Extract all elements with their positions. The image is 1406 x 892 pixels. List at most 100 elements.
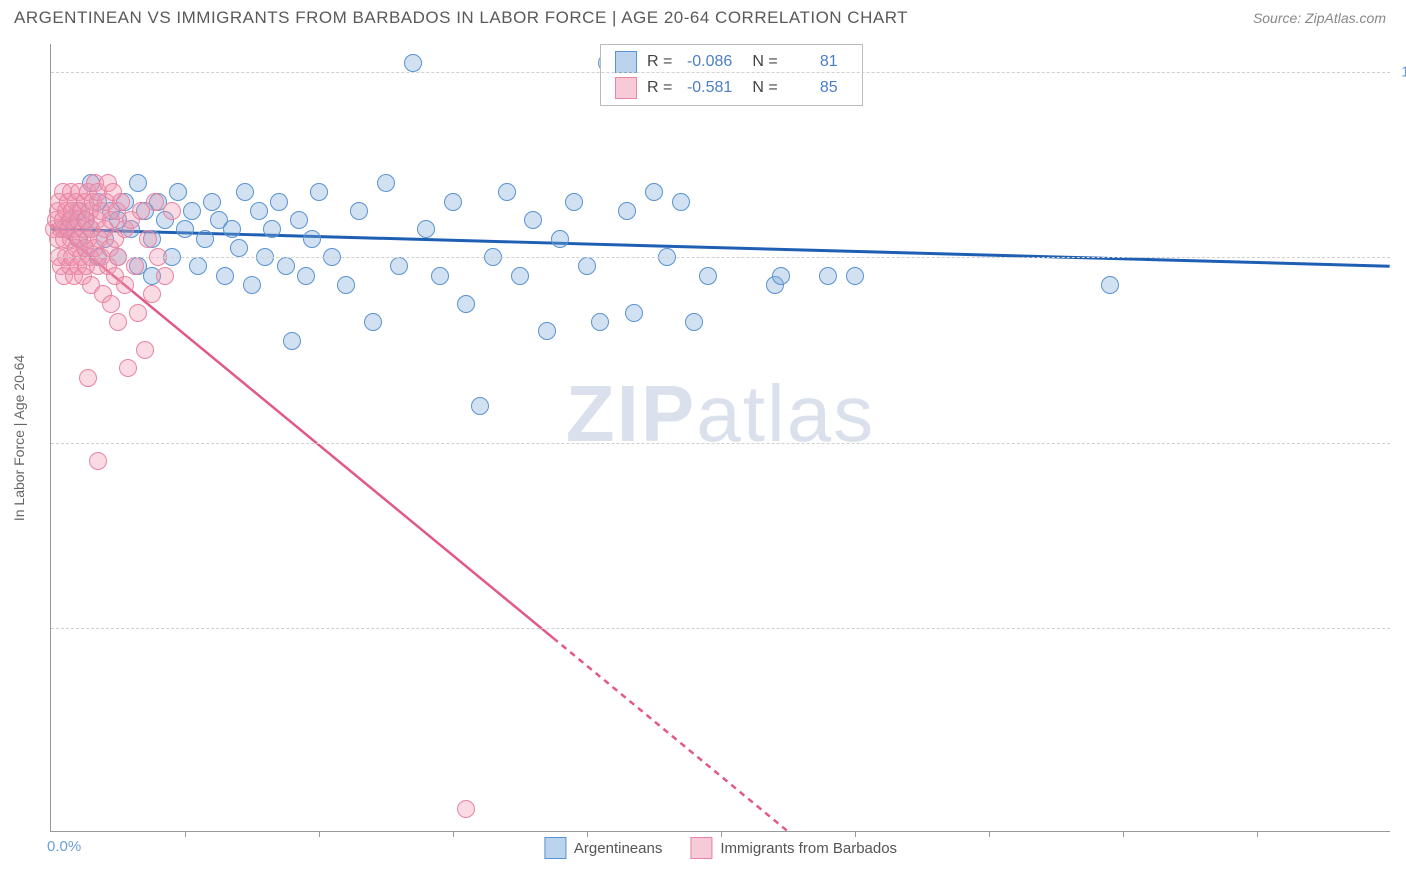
legend: Argentineans Immigrants from Barbados: [544, 837, 897, 859]
scatter-point: [524, 211, 542, 229]
scatter-point: [457, 800, 475, 818]
scatter-point: [404, 54, 422, 72]
scatter-point: [290, 211, 308, 229]
scatter-point: [129, 174, 147, 192]
scatter-point: [498, 183, 516, 201]
x-tick: [1257, 831, 1258, 837]
scatter-point: [303, 230, 321, 248]
scatter-point: [136, 341, 154, 359]
scatter-point: [457, 295, 475, 313]
correlation-stats-box: R = -0.086 N = 81 R = -0.581 N = 85: [600, 44, 863, 106]
legend-item-argentineans: Argentineans: [544, 837, 662, 859]
scatter-point: [223, 220, 241, 238]
chart-title: ARGENTINEAN VS IMMIGRANTS FROM BARBADOS …: [14, 8, 908, 28]
x-tick: [185, 831, 186, 837]
scatter-point: [109, 313, 127, 331]
y-axis-label: In Labor Force | Age 20-64: [11, 354, 27, 520]
scatter-point: [143, 285, 161, 303]
scatter-point: [310, 183, 328, 201]
scatter-point: [444, 193, 462, 211]
scatter-point: [350, 202, 368, 220]
scatter-point: [699, 267, 717, 285]
source-label: Source: ZipAtlas.com: [1253, 10, 1386, 26]
r-value-blue: -0.086: [682, 53, 732, 71]
scatter-point: [511, 267, 529, 285]
legend-item-barbados: Immigrants from Barbados: [690, 837, 897, 859]
scatter-point: [176, 220, 194, 238]
scatter-point: [126, 257, 144, 275]
scatter-point: [390, 257, 408, 275]
scatter-point: [250, 202, 268, 220]
scatter-point: [1101, 276, 1119, 294]
swatch-pink-icon: [690, 837, 712, 859]
scatter-point: [236, 183, 254, 201]
scatter-point: [551, 230, 569, 248]
n-value-pink: 85: [788, 79, 838, 97]
scatter-point: [297, 267, 315, 285]
r-label: R =: [647, 53, 672, 71]
x-tick: [587, 831, 588, 837]
scatter-point: [277, 257, 295, 275]
legend-label: Argentineans: [574, 840, 662, 857]
scatter-point: [89, 452, 107, 470]
scatter-point: [183, 202, 201, 220]
scatter-point: [216, 267, 234, 285]
swatch-pink-icon: [615, 77, 637, 99]
scatter-point: [270, 193, 288, 211]
gridline-h: [51, 443, 1390, 444]
scatter-point: [618, 202, 636, 220]
n-label: N =: [752, 79, 777, 97]
scatter-point: [431, 267, 449, 285]
x-tick: [855, 831, 856, 837]
scatter-point: [283, 332, 301, 350]
scatter-point: [102, 295, 120, 313]
x-tick: [319, 831, 320, 837]
chart-plot-area: ZIPatlas R = -0.086 N = 81 R = -0.581 N …: [50, 44, 1390, 832]
scatter-point: [565, 193, 583, 211]
scatter-point: [189, 257, 207, 275]
scatter-point: [819, 267, 837, 285]
scatter-point: [203, 193, 221, 211]
scatter-point: [471, 397, 489, 415]
x-tick: [721, 831, 722, 837]
r-label: R =: [647, 79, 672, 97]
scatter-point: [578, 257, 596, 275]
scatter-point: [672, 193, 690, 211]
scatter-point: [112, 193, 130, 211]
scatter-point: [119, 359, 137, 377]
scatter-point: [625, 304, 643, 322]
gridline-h: [51, 257, 1390, 258]
swatch-blue-icon: [544, 837, 566, 859]
x-axis-min-label: 0.0%: [47, 838, 81, 855]
scatter-point: [243, 276, 261, 294]
n-label: N =: [752, 53, 777, 71]
gridline-h: [51, 72, 1390, 73]
n-value-blue: 81: [788, 53, 838, 71]
scatter-point: [129, 304, 147, 322]
scatter-point: [116, 276, 134, 294]
scatter-point: [685, 313, 703, 331]
scatter-point: [163, 202, 181, 220]
scatter-point: [538, 322, 556, 340]
scatter-point: [645, 183, 663, 201]
scatter-point: [156, 267, 174, 285]
stats-row-pink: R = -0.581 N = 85: [615, 75, 848, 101]
x-tick: [453, 831, 454, 837]
swatch-blue-icon: [615, 51, 637, 73]
scatter-point: [146, 193, 164, 211]
scatter-point: [417, 220, 435, 238]
r-value-pink: -0.581: [682, 79, 732, 97]
scatter-point: [169, 183, 187, 201]
scatter-point: [846, 267, 864, 285]
scatter-point: [139, 230, 157, 248]
scatter-point: [591, 313, 609, 331]
x-tick: [1123, 831, 1124, 837]
legend-label: Immigrants from Barbados: [720, 840, 897, 857]
trend-lines-svg: [51, 44, 1390, 831]
scatter-point: [772, 267, 790, 285]
scatter-point: [263, 220, 281, 238]
scatter-point: [377, 174, 395, 192]
x-tick: [989, 831, 990, 837]
scatter-point: [364, 313, 382, 331]
scatter-point: [79, 369, 97, 387]
